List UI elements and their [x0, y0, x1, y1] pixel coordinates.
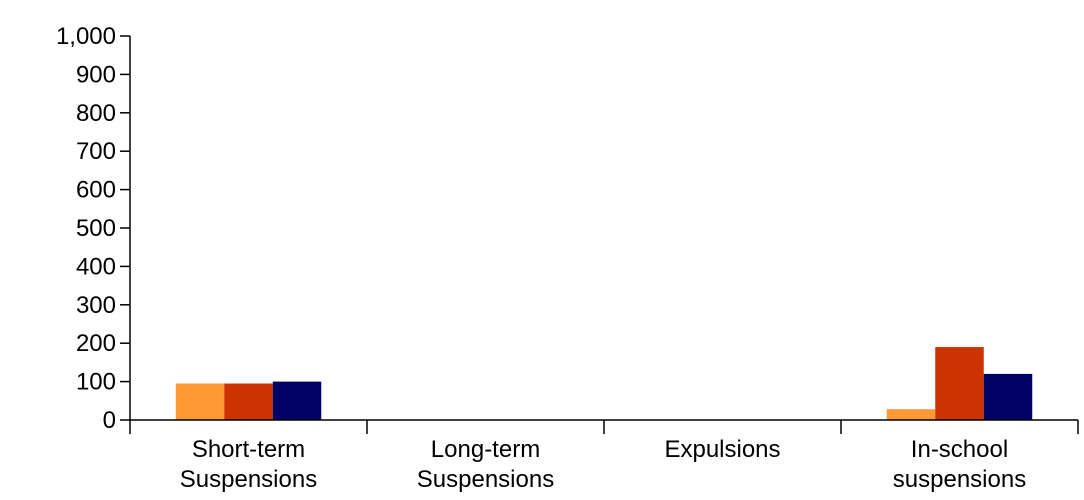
- y-tick-label-900: 900: [76, 61, 116, 88]
- bar-cat0-series0: [175, 383, 225, 420]
- bar-cat3-series0: [886, 409, 936, 420]
- bar-cat3-series2: [983, 373, 1033, 420]
- labels-layer: 0 100 200 300 400 500 600 700 800 900 1,000 Short-t…: [56, 23, 1026, 493]
- y-tick-label-100: 100: [76, 369, 116, 396]
- x-category-label-0-line0: Short-term: [192, 436, 305, 463]
- y-tick-label-200: 200: [76, 330, 116, 357]
- y-tick-label-300: 300: [76, 292, 116, 319]
- y-tick-label-0: 0: [103, 407, 116, 434]
- x-category-label-0-line1: Suspensions: [180, 466, 317, 493]
- axes-layer: [120, 35, 1079, 434]
- x-category-label-2-line0: Expulsions: [664, 436, 780, 463]
- y-tick-label-400: 400: [76, 253, 116, 280]
- y-tick-label-800: 800: [76, 100, 116, 127]
- bar-cat0-series2: [272, 381, 322, 420]
- x-category-label-1-line0: Long-term: [431, 436, 540, 463]
- bar-cat3-series1: [935, 347, 984, 420]
- y-tick-label-600: 600: [76, 177, 116, 204]
- x-category-label-3-line0: In-school: [911, 436, 1008, 463]
- y-tick-label-700: 700: [76, 138, 116, 165]
- y-tick-label-500: 500: [76, 215, 116, 242]
- y-tick-label-1000: 1,000: [56, 23, 116, 50]
- bar-cat0-series1: [224, 383, 273, 420]
- x-category-label-3-line1: suspensions: [893, 466, 1026, 493]
- x-category-label-1-line1: Suspensions: [417, 466, 554, 493]
- bars-layer: [175, 347, 1033, 420]
